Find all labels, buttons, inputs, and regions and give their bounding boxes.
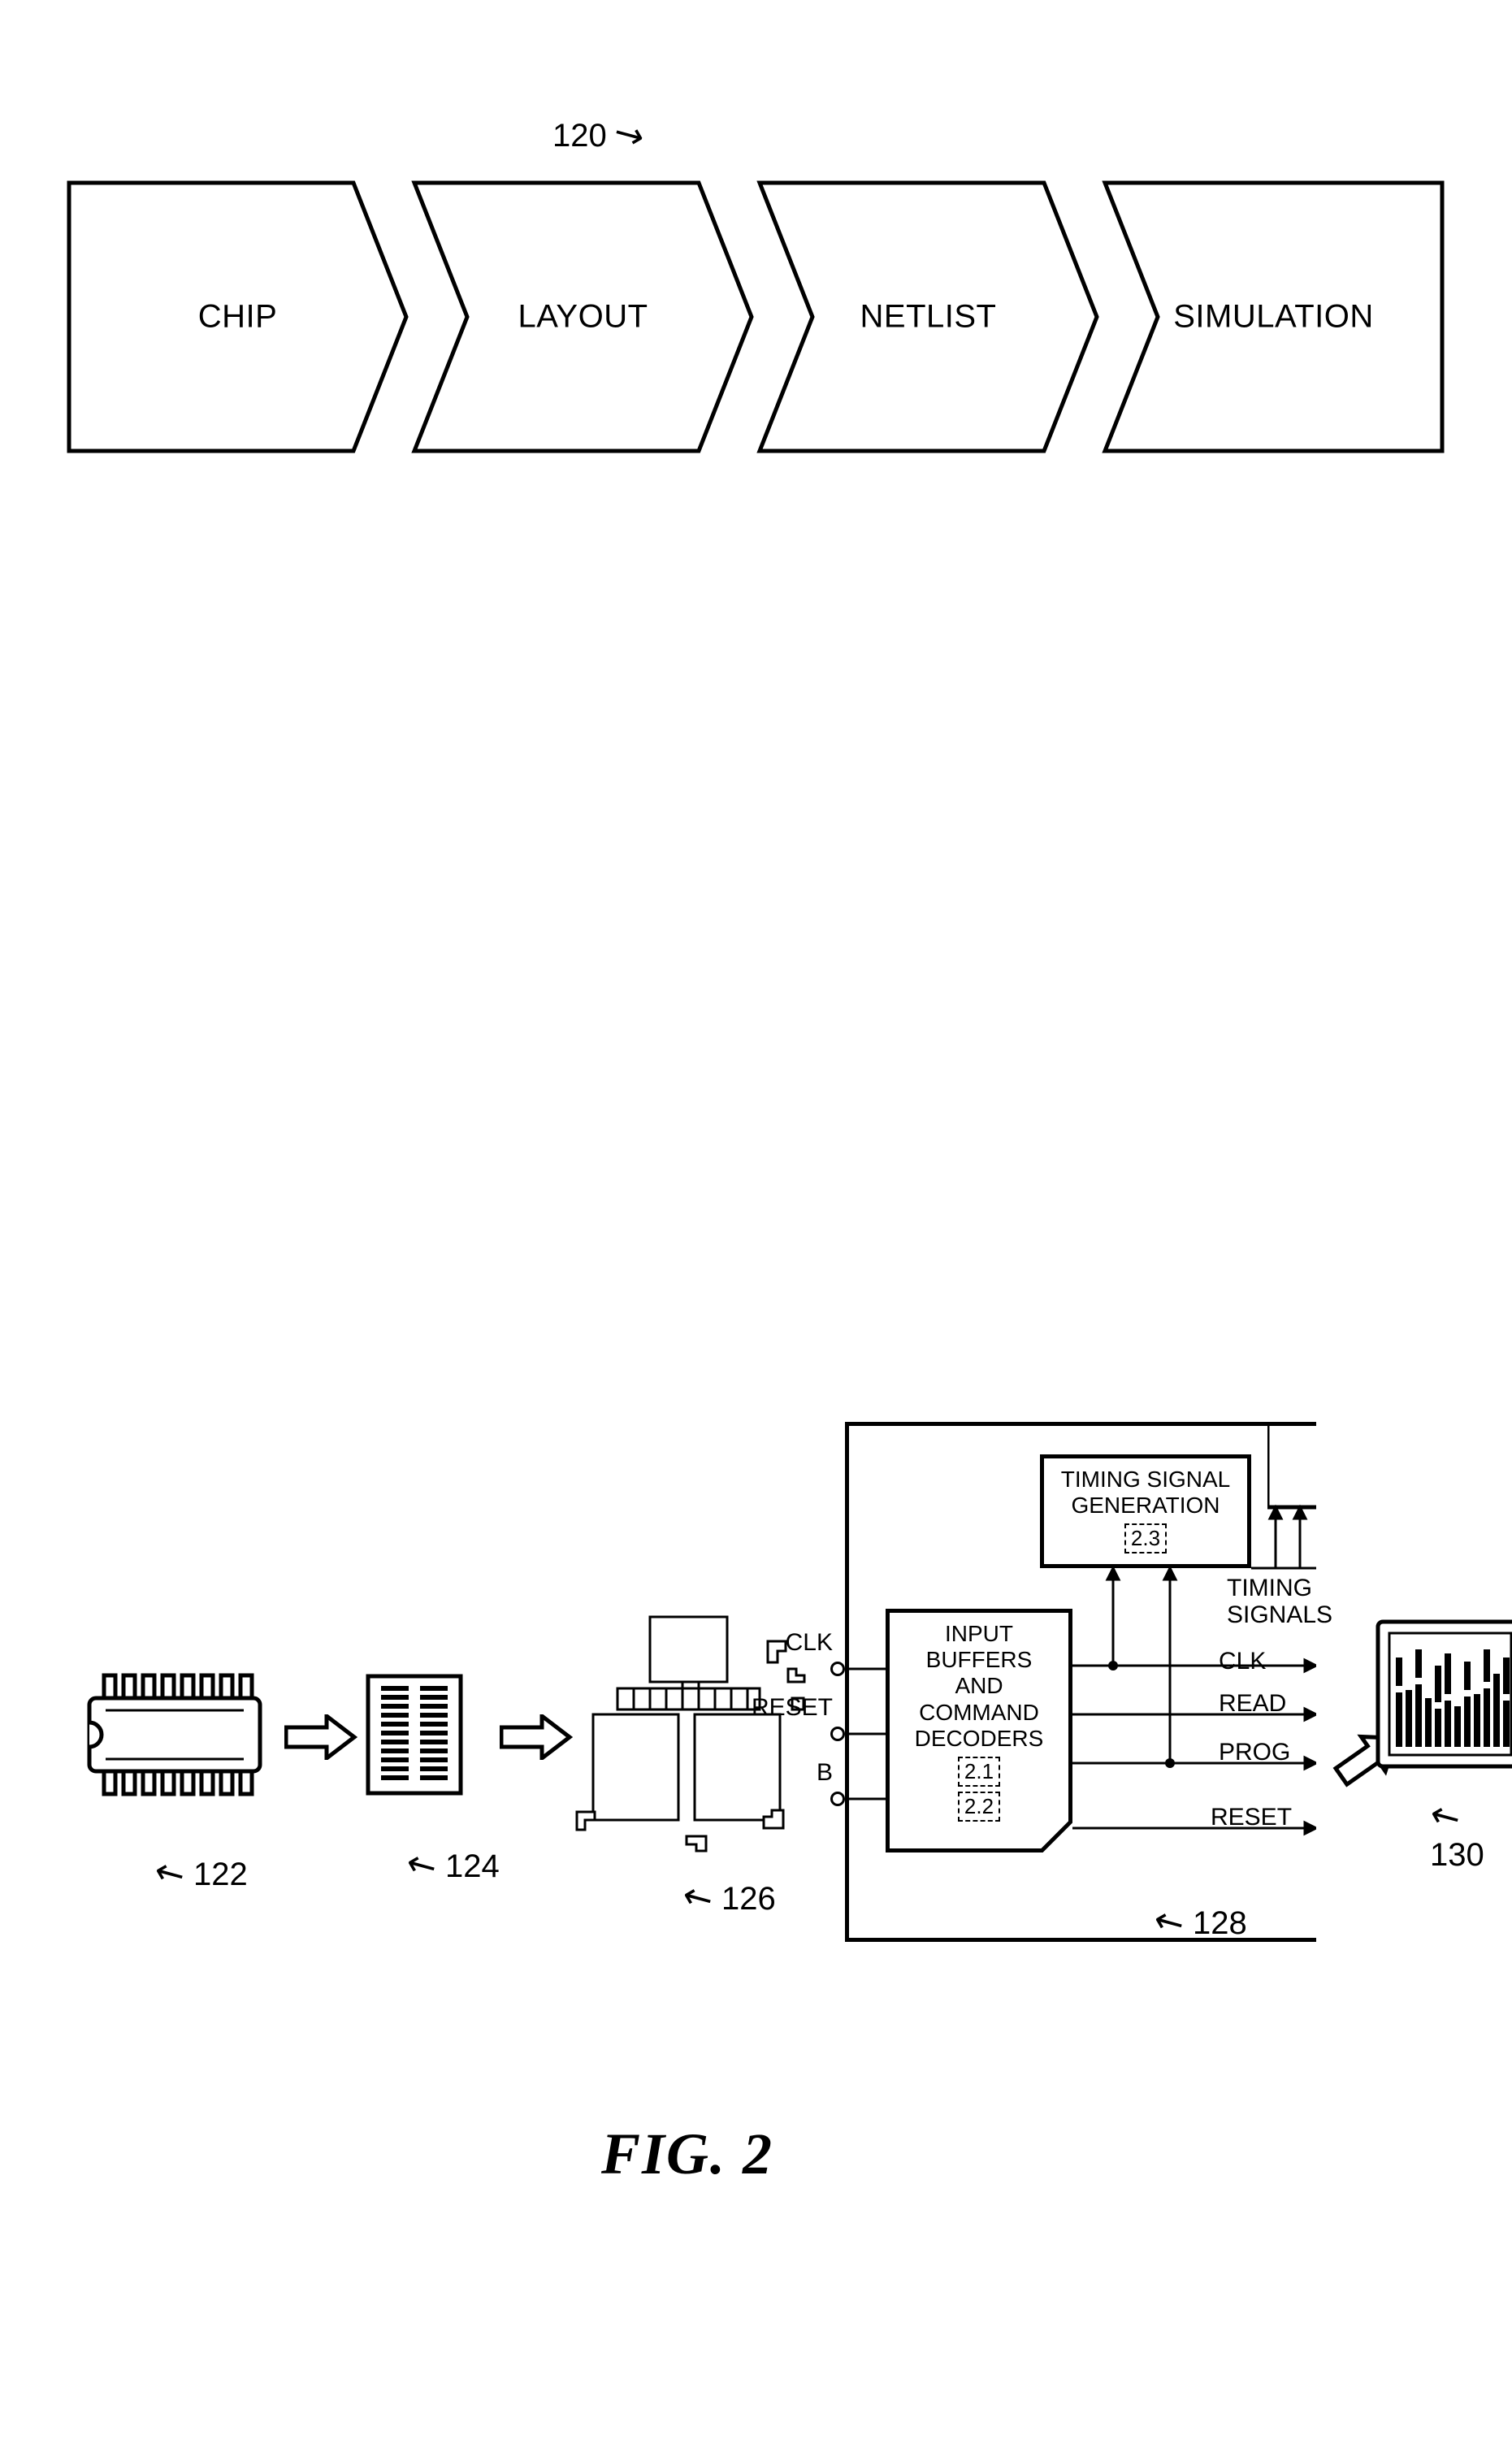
ref-124-text: 124 xyxy=(445,1848,500,1884)
ref-130-text: 130 xyxy=(1430,1837,1484,1873)
chevron-simulation: SIMULATION xyxy=(1101,179,1446,455)
chevron-netlist: NETLIST xyxy=(756,179,1101,455)
flow-arrow-2 xyxy=(500,1714,573,1760)
ts-l0: TIMING xyxy=(1227,1575,1312,1601)
ref-122-tick: ↖ xyxy=(146,1848,193,1899)
netlist-block: CLK RESET B INPUT BUFFERS AND COMMAND DE… xyxy=(845,1422,1316,1942)
ref-122-text: 122 xyxy=(193,1857,248,1892)
ref-128-text: 128 xyxy=(1193,1905,1247,1941)
waveform-icon-svg xyxy=(1373,1617,1512,1771)
pad-b-in xyxy=(830,1792,845,1806)
layout-icon-svg xyxy=(569,1584,812,1877)
ref-130-tick: ↖ xyxy=(1422,1791,1468,1842)
ref-label-130: ↖ 130 xyxy=(1430,1796,1512,1874)
lbl-b-in: B xyxy=(796,1759,833,1787)
lbl-prog-out: PROG xyxy=(1219,1739,1290,1766)
waveform-icon xyxy=(1373,1617,1512,1775)
bottom-flow-group: ↖ 122 xyxy=(0,853,1512,2234)
chevron-chip-label: CHIP xyxy=(198,299,278,336)
figure-caption: FIG. 2 xyxy=(601,2121,773,2188)
ref-label-128: ↖ 128 xyxy=(1154,1901,1247,1943)
ref-126-text: 126 xyxy=(721,1881,776,1917)
ref-120-text: 120 xyxy=(552,118,607,154)
ref-124-tick: ↖ xyxy=(398,1840,444,1891)
lbl-timing-signals: TIMING SIGNALS xyxy=(1227,1575,1332,1628)
chevron-flow-row: CHIP LAYOUT NETLIST SIMULATION xyxy=(65,179,1446,455)
figure-page: 120↘ CHIP LAYOUT NETLIST xyxy=(0,0,1512,2457)
chevron-simulation-label: SIMULATION xyxy=(1173,299,1374,336)
pad-reset-in xyxy=(830,1727,845,1741)
package-icon-svg xyxy=(362,1670,467,1800)
ref-120-tick: ↘ xyxy=(604,109,651,160)
ref-label-120: 120↘ xyxy=(552,114,643,155)
ref-label-126: ↖ 126 xyxy=(682,1877,776,1918)
chevron-layout: LAYOUT xyxy=(410,179,756,455)
chevron-netlist-label: NETLIST xyxy=(860,299,997,336)
lbl-read-out: READ xyxy=(1219,1690,1286,1718)
lbl-reset-in: RESET xyxy=(739,1694,833,1722)
flow-arrow-1 xyxy=(284,1714,357,1760)
chip-icon xyxy=(81,1666,268,1808)
ref-label-124: ↖ 124 xyxy=(406,1844,500,1886)
lbl-clk-in: CLK xyxy=(768,1629,833,1657)
ref-label-122: ↖ 122 xyxy=(154,1852,248,1894)
chip-icon-svg xyxy=(81,1666,268,1804)
lbl-reset-out: RESET xyxy=(1211,1804,1292,1831)
package-icon xyxy=(362,1670,467,1804)
pad-clk-in xyxy=(830,1662,845,1676)
chevron-chip: CHIP xyxy=(65,179,410,455)
chevron-layout-label: LAYOUT xyxy=(518,299,648,336)
lbl-clk-out: CLK xyxy=(1219,1648,1266,1675)
netlist-wiring xyxy=(845,1422,1316,1942)
ts-l1: SIGNALS xyxy=(1227,1601,1332,1628)
